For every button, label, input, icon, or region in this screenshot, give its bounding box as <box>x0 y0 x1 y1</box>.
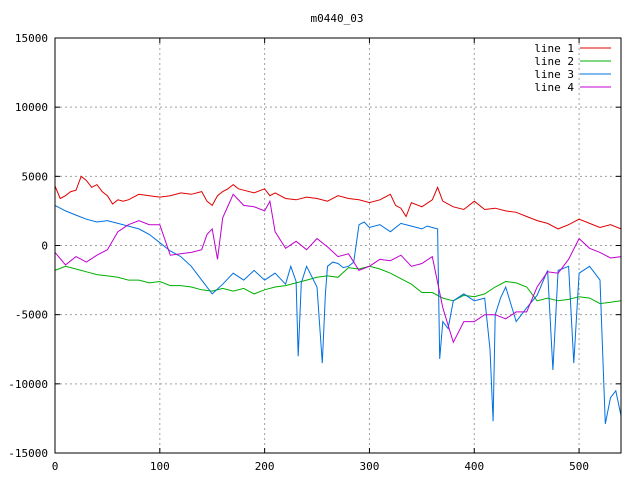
series-line-1 <box>54 175 622 230</box>
x-tick-label: 300 <box>360 460 380 473</box>
x-tick-label: 500 <box>569 460 589 473</box>
y-tick-label: 5000 <box>22 170 49 183</box>
series-line-2 <box>54 265 622 305</box>
y-tick-label: 10000 <box>15 101 48 114</box>
legend-label-2: line 2 <box>534 55 574 68</box>
x-tick-label: 100 <box>150 460 170 473</box>
series-line-3 <box>54 204 622 424</box>
x-tick-label: 400 <box>464 460 484 473</box>
plot-frame <box>54 37 622 454</box>
y-tick-label: 15000 <box>15 32 48 45</box>
y-tick-label: -15000 <box>8 447 48 460</box>
chart-title: m0440_03 <box>311 12 364 25</box>
legend-label-4: line 4 <box>534 81 574 94</box>
y-tick-label: 0 <box>41 240 48 253</box>
series-group <box>54 175 622 424</box>
series-line-4 <box>54 193 622 344</box>
y-tick-label: -10000 <box>8 378 48 391</box>
legend-label-3: line 3 <box>534 68 574 81</box>
x-tick-label: 200 <box>255 460 275 473</box>
axis-ticks: 0 100 200 300 400 500 -15000 -10000 -5000 0 5000 10… <box>8 32 621 473</box>
legend-label-1: line 1 <box>534 42 574 55</box>
x-tick-label: 0 <box>52 460 59 473</box>
grid <box>55 38 621 453</box>
y-tick-label: -5000 <box>15 309 48 322</box>
